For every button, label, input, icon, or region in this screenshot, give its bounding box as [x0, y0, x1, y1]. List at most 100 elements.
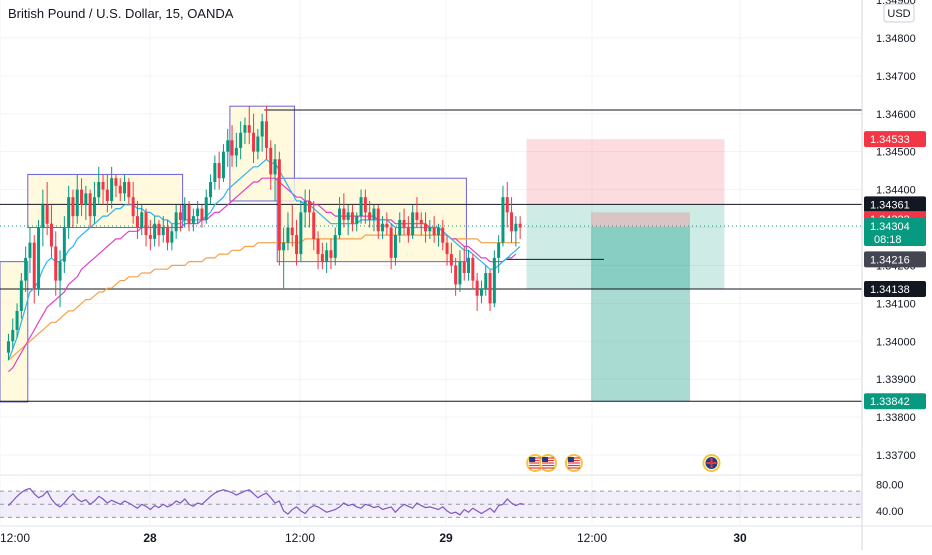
candle-body — [213, 163, 217, 183]
event-markers[interactable] — [526, 454, 721, 472]
candle-body — [299, 212, 303, 255]
candle-body — [273, 159, 277, 175]
candle-body — [424, 223, 428, 232]
candle-body — [161, 227, 165, 236]
candle-body — [518, 223, 522, 228]
price-label-text: 1.34216 — [870, 254, 910, 266]
price-label[interactable]: 1.34361 — [864, 196, 926, 213]
price-tick-label: 1.34400 — [876, 185, 916, 197]
candle-body — [24, 257, 28, 281]
rsi-tick-label: 80.00 — [876, 480, 904, 492]
candle-body — [497, 242, 501, 258]
candle-body — [118, 185, 122, 194]
price-tick-label: 1.33900 — [876, 374, 916, 386]
candle-body — [204, 197, 208, 220]
us-flag-icon[interactable] — [526, 454, 545, 472]
price-tick-label: 1.34600 — [876, 109, 916, 121]
candle-body — [514, 223, 518, 232]
time-tick-label: 12:00 — [0, 531, 30, 545]
candle-body — [264, 121, 268, 148]
candle-body — [45, 204, 49, 224]
candle-body — [71, 197, 75, 217]
price-label[interactable]: 1.34216 — [864, 251, 926, 268]
candle-body — [260, 121, 264, 137]
candle-body — [131, 197, 135, 217]
time-axis[interactable]: 12:00 28 12:00 29 12:00 30 — [0, 525, 932, 545]
candle-body — [389, 227, 393, 258]
candle-body — [286, 227, 290, 243]
candle-body — [226, 140, 230, 152]
candle-body — [19, 280, 23, 311]
candle-body — [191, 216, 195, 224]
candle-body — [505, 197, 509, 213]
candle-body — [54, 246, 58, 281]
candle-body — [127, 182, 131, 198]
candle-body — [75, 189, 79, 217]
candle-body — [312, 212, 316, 239]
candle-body — [316, 238, 320, 255]
target-zone-2[interactable] — [591, 227, 690, 402]
rsi-band — [0, 491, 862, 518]
candle-body — [415, 212, 419, 220]
time-tick-label: 12:00 — [577, 531, 607, 545]
candle-body — [243, 125, 247, 133]
candle-body — [329, 250, 333, 258]
time-tick-label: 30 — [733, 531, 747, 545]
candle-body — [338, 208, 342, 236]
candle-body — [140, 212, 144, 228]
zone-rect[interactable] — [27, 173, 184, 229]
price-label[interactable]: 1.33842 — [864, 393, 926, 410]
candle-body — [320, 254, 324, 262]
us-flag-icon[interactable] — [564, 454, 583, 472]
candle-body — [385, 223, 389, 228]
target-zone[interactable] — [526, 204, 725, 289]
time-tick-label: 29 — [439, 531, 453, 545]
candle-body — [454, 265, 458, 285]
stop-zone-2[interactable] — [591, 212, 690, 228]
currency-button[interactable]: USD — [883, 3, 915, 23]
candle-body — [148, 235, 152, 239]
candle-body — [178, 212, 182, 220]
horizontal-lines[interactable] — [0, 109, 862, 402]
candle-body — [441, 227, 445, 243]
candle-body — [355, 216, 359, 224]
candle-body — [209, 182, 213, 198]
candle-body — [501, 197, 505, 243]
candle-body — [458, 261, 462, 285]
candle-body — [144, 212, 148, 236]
candle-body — [436, 227, 440, 236]
uk-flag-icon[interactable] — [702, 454, 721, 472]
symbol-title: British Pound / U.S. Dollar, 15, OANDA — [8, 6, 234, 21]
price-tick-label: 1.33800 — [876, 412, 916, 424]
position-tool[interactable] — [526, 139, 725, 402]
us-flag-icon[interactable] — [539, 454, 558, 472]
candle-body — [101, 182, 105, 190]
candle-body — [368, 212, 372, 220]
candle-body — [333, 235, 337, 258]
price-label-text: 1.33842 — [870, 396, 910, 408]
price-label[interactable]: 1.34533 — [864, 131, 926, 148]
candle-body — [359, 197, 363, 217]
candle-body — [428, 227, 432, 232]
candle-body — [471, 257, 475, 281]
candle-body — [467, 257, 471, 274]
candle-body — [269, 147, 273, 175]
candle-body — [393, 235, 397, 258]
candle-body — [411, 212, 415, 236]
candle-body — [376, 208, 380, 232]
candle-body — [15, 310, 19, 330]
candle-body — [295, 235, 299, 255]
stop-zone[interactable] — [526, 139, 725, 205]
price-label[interactable]: 1.34138 — [864, 280, 926, 297]
price-axis[interactable]: 1.349001.348001.347001.346001.345001.344… — [861, 0, 932, 550]
price-tick-label: 1.33700 — [876, 450, 916, 462]
candle-body — [303, 200, 307, 213]
time-tick-label: 12:00 — [285, 531, 315, 545]
ema-fast-line — [7, 158, 521, 361]
candle-body — [114, 178, 118, 186]
price-label-text: 1.34533 — [870, 134, 910, 146]
candle-body — [479, 288, 483, 296]
